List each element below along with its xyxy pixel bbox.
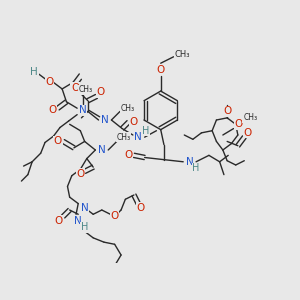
Text: O: O [110,212,119,221]
Text: O: O [71,83,79,93]
Text: O: O [130,117,138,127]
Text: O: O [48,105,57,116]
Text: O: O [223,106,231,116]
Text: CH₃: CH₃ [79,85,93,94]
Text: O: O [136,203,145,213]
Text: H: H [142,126,149,136]
Text: CH₃: CH₃ [244,113,258,122]
Text: O: O [235,119,243,129]
Text: N: N [81,203,88,213]
Text: CH₃: CH₃ [174,50,190,59]
Text: O: O [55,216,63,226]
Text: O: O [157,64,165,75]
Text: N: N [134,132,142,142]
Text: N: N [186,157,194,167]
Text: H: H [243,113,250,123]
Text: CH₃: CH₃ [116,133,130,142]
Text: CH₃: CH₃ [120,104,135,113]
Text: N: N [98,145,106,155]
Text: O: O [76,169,85,178]
Text: O: O [54,136,62,146]
Text: N: N [101,115,109,125]
Text: H: H [81,222,88,232]
Text: N: N [79,105,86,116]
Text: H: H [192,163,200,173]
Text: O: O [97,87,105,97]
Text: O: O [243,128,252,138]
Text: N: N [74,216,82,226]
Text: O: O [45,77,53,88]
Text: O: O [124,150,133,161]
Text: H: H [30,67,38,77]
